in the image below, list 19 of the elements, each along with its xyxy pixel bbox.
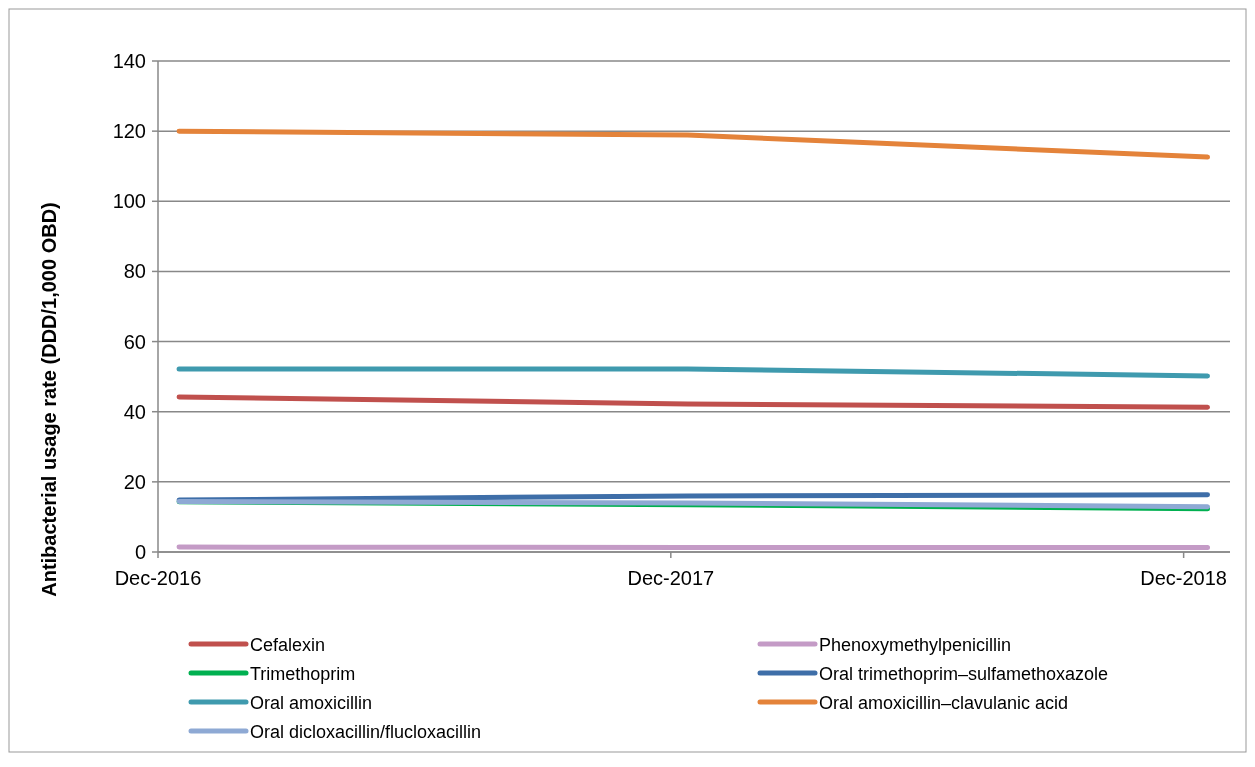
y-tick-label: 140 (112, 50, 146, 72)
x-tick-label: Dec-2018 (1140, 567, 1227, 589)
y-tick-label: 20 (123, 470, 146, 493)
y-tick-label: 0 (134, 541, 146, 563)
y-tick-label: 100 (112, 190, 146, 213)
legend-label: Cefalexin (250, 635, 326, 655)
legend-label: Oral dicloxacillin/flucloxacillin (250, 722, 482, 742)
y-tick-label: 120 (112, 120, 146, 143)
legend-label: Trimethoprim (250, 664, 356, 684)
y-tick-label: 60 (123, 330, 146, 353)
legend-label: Phenoxymethylpenicillin (819, 635, 1012, 655)
legend-label: Oral amoxicillin (250, 693, 373, 713)
x-tick-label: Dec-2017 (627, 567, 715, 589)
legend-label: Oral trimethoprim–sulfamethoxazole (819, 664, 1109, 684)
legend-label: Oral amoxicillin–clavulanic acid (819, 693, 1069, 713)
y-tick-label: 80 (123, 260, 146, 283)
y-tick-label: 40 (123, 400, 146, 423)
x-tick-label: Dec-2016 (114, 567, 202, 589)
y-axis-title: Antibacterial usage rate (DDD/1,000 OBD) (38, 202, 60, 597)
